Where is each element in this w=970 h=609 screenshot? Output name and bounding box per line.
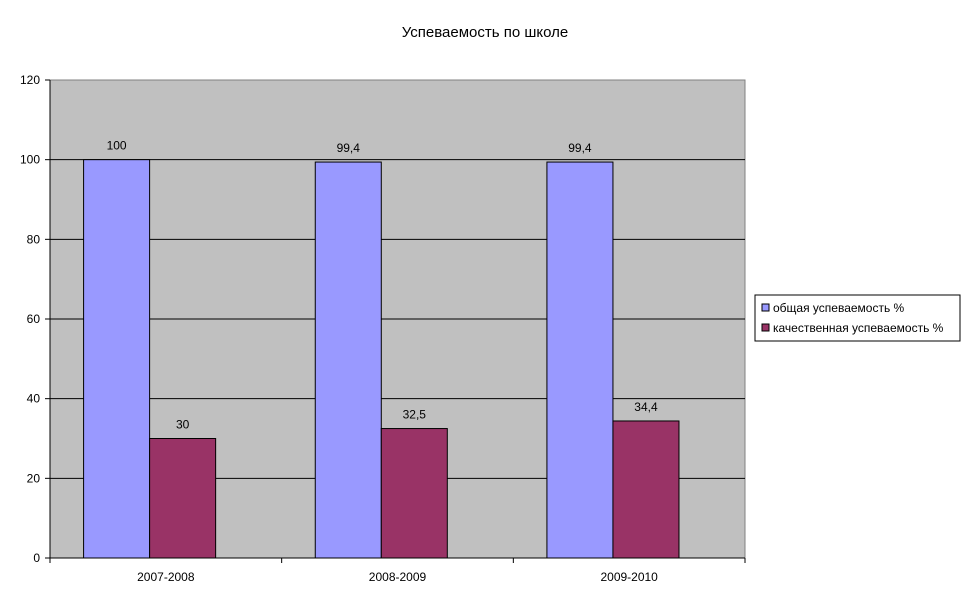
data-label: 34,4 <box>634 400 658 414</box>
legend: общая успеваемость % качественная успевае… <box>754 294 961 342</box>
x-tick-label: 2009-2010 <box>600 570 658 584</box>
y-tick-label: 0 <box>33 551 40 565</box>
bar[interactable] <box>149 438 217 559</box>
data-label: 30 <box>176 418 190 432</box>
data-label: 99,4 <box>568 141 592 155</box>
plot-area: 0 20 40 60 80 100 120 2007-2008 100 30 2008-2009 99… <box>20 73 746 584</box>
x-tick-label: 2008-2009 <box>369 570 427 584</box>
y-tick-label: 40 <box>27 392 41 406</box>
legend-label: общая успеваемость % <box>773 301 905 315</box>
data-label: 99,4 <box>337 141 361 155</box>
bar[interactable] <box>83 159 151 559</box>
legend-label: качественная успеваемость % <box>773 321 944 335</box>
legend-swatch <box>761 303 770 312</box>
chart-title: Успеваемость по школе <box>402 24 569 41</box>
data-label: 100 <box>107 139 127 153</box>
y-tick-label: 20 <box>27 471 41 485</box>
bar[interactable] <box>612 420 680 559</box>
bar[interactable] <box>314 161 382 559</box>
bar[interactable] <box>546 161 614 559</box>
x-tick-label: 2007-2008 <box>137 570 195 584</box>
y-tick-label: 60 <box>27 312 41 326</box>
y-tick-label: 100 <box>20 153 40 167</box>
data-label: 32,5 <box>403 408 427 422</box>
y-tick-label: 120 <box>20 73 40 87</box>
bar[interactable] <box>380 428 448 559</box>
legend-swatch <box>761 323 770 332</box>
legend-box <box>754 294 961 342</box>
y-tick-label: 80 <box>27 232 41 246</box>
